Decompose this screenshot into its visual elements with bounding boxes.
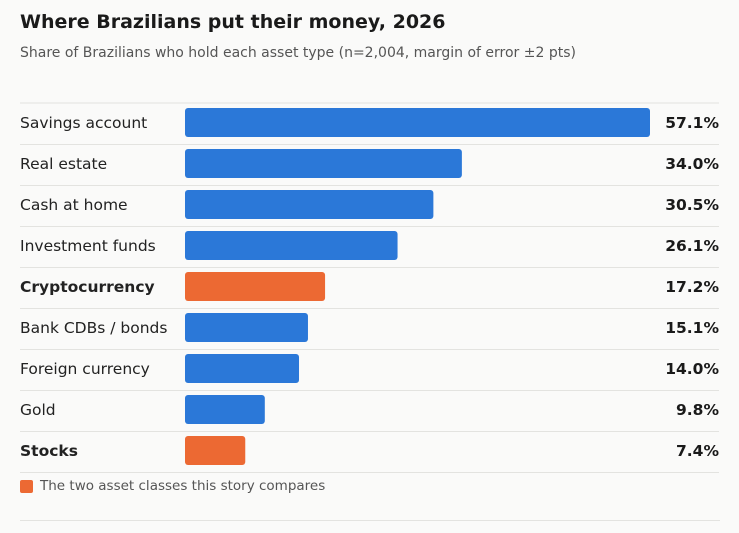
category-label: Foreign currency (20, 360, 150, 378)
bar (185, 231, 398, 260)
bar (185, 108, 650, 137)
value-label: 9.8% (676, 401, 719, 419)
bar (185, 313, 308, 342)
legend-label: The two asset classes this story compare… (40, 478, 326, 494)
chart-subtitle: Share of Brazilians who hold each asset … (20, 45, 576, 61)
bar (185, 395, 265, 424)
category-label: Real estate (20, 155, 107, 173)
value-label: 30.5% (665, 196, 719, 214)
legend-swatch (20, 479, 33, 493)
value-label: 14.0% (665, 360, 719, 378)
value-label: 34.0% (665, 155, 719, 173)
bar (185, 272, 326, 301)
bar (185, 190, 434, 219)
bar-chart: Savings account 57.1% Real estate 34.0% Cash… (20, 102, 719, 473)
value-label: 26.1% (665, 237, 719, 255)
chart-legend: The two asset classes this story compare… (20, 478, 325, 494)
category-label: Cryptocurrency (20, 278, 155, 296)
bar (185, 436, 246, 465)
bar (185, 149, 462, 178)
category-label: Savings account (20, 114, 147, 132)
chart-title: Where Brazilians put their money, 2026 (20, 11, 446, 33)
bottom-divider (20, 520, 720, 521)
category-label: Cash at home (20, 196, 128, 214)
bar (185, 354, 300, 383)
category-label: Stocks (20, 442, 78, 460)
value-label: 7.4% (676, 442, 719, 460)
category-label: Investment funds (20, 237, 156, 255)
category-label: Gold (20, 401, 56, 419)
value-label: 17.2% (665, 278, 719, 296)
value-label: 15.1% (665, 319, 719, 337)
category-label: Bank CDBs / bonds (20, 319, 167, 337)
value-label: 57.1% (665, 114, 719, 132)
